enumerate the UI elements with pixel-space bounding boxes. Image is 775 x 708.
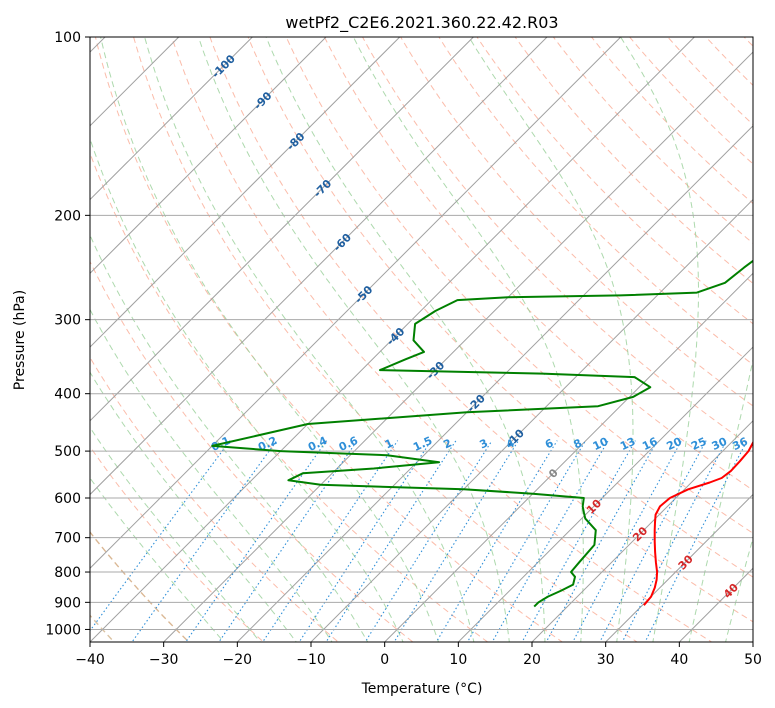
y-tick-label: 100 [54, 30, 81, 46]
dry-adiabat-line [323, 37, 753, 491]
y-tick-label: 900 [54, 595, 81, 611]
isotherm-line [457, 346, 753, 642]
dry-adiabat-line [90, 530, 190, 642]
moist-adiabats [90, 37, 753, 642]
mixing-ratio-label: 25 [689, 435, 708, 453]
moist-adiabat-line [620, 37, 699, 642]
moist-adiabat-line [197, 37, 510, 642]
y-tick-label: 1000 [45, 622, 81, 638]
x-axis-ticks: −40 −30 −20 −10 0 10 20 30 40 50 [75, 642, 762, 668]
mixing-ratio-labels: 0.1 0.2 0.4 0.6 1 1.5 2 3 4 6 8 10 13 16 20 25 30 36 [209, 434, 750, 454]
dry-adiabat-line [133, 37, 638, 642]
mixing-ratio-label: 16 [640, 435, 660, 453]
y-tick-label: 400 [54, 387, 81, 403]
mixing-ratio-line [185, 440, 327, 642]
dry-adiabat-line [590, 37, 753, 205]
mixing-ratio-line [521, 440, 636, 642]
mixing-ratio-line [572, 440, 682, 642]
dry-adiabat-line [400, 37, 753, 407]
mixing-ratio-line [218, 440, 358, 642]
mixing-ratio-line [599, 440, 707, 642]
moist-adiabat-line [90, 371, 297, 642]
moist-adiabat-line [90, 426, 261, 642]
plot-frame [89, 36, 754, 643]
isotherm-line [90, 37, 695, 642]
dewpoint-profile-line [211, 259, 753, 608]
y-tick-label: 600 [54, 491, 81, 507]
mixing-ratio-line [393, 440, 519, 642]
mixing-ratio-line [466, 440, 587, 642]
moist-adiabat-line [90, 477, 225, 642]
x-tick-label: 20 [523, 652, 541, 668]
moist-adiabat-line [90, 233, 369, 642]
dry-adiabat-line [285, 37, 753, 534]
isotherm-line [531, 420, 753, 642]
dry-adiabats [90, 37, 753, 642]
mixing-ratio-label: 36 [730, 435, 750, 453]
mixing-ratio-line [298, 440, 432, 642]
x-tick-label: 40 [670, 652, 688, 668]
isotherm-line [236, 125, 753, 642]
isotherm-line [90, 37, 327, 275]
y-tick-label: 500 [54, 444, 81, 460]
x-tick-label: −30 [149, 652, 179, 668]
dry-adiabat-line [90, 356, 339, 642]
x-tick-label: −20 [223, 652, 253, 668]
isotherm-line [163, 51, 753, 642]
x-tick-label: −10 [296, 652, 326, 668]
mixing-ratio-label: 10 [591, 435, 611, 453]
dry-adiabat-line [90, 260, 414, 642]
isotherms [90, 37, 753, 642]
x-tick-label: −40 [75, 652, 105, 668]
y-tick-label: 700 [54, 531, 81, 547]
moist-adiabat-line [144, 37, 475, 642]
mixing-ratio-line [491, 440, 609, 642]
dry-adiabat-line [247, 37, 753, 578]
dry-adiabat-line [514, 37, 753, 284]
y-tick-label: 800 [54, 565, 81, 581]
isotherm-line [90, 37, 253, 201]
y-axis-label: Pressure (hPa) [12, 290, 28, 390]
mixing-ratio-line [545, 440, 658, 642]
chart-title: wetPf2_C2E6.2021.360.22.42.R03 [285, 13, 558, 33]
mixing-ratio-label: 13 [618, 435, 637, 453]
plot-area: -100-90-80-70-60-50-40-30-20-10010203040… [90, 37, 753, 642]
moist-adiabat-line [352, 37, 584, 642]
dry-adiabat-line [171, 37, 713, 642]
isotherm-line [90, 37, 474, 422]
moist-adiabat-line [265, 37, 546, 642]
y-tick-label: 200 [54, 208, 81, 224]
x-tick-label: 0 [380, 652, 389, 668]
y-axis-ticks: 100 200 300 400 500 600 700 800 900 1000 [45, 30, 90, 638]
moist-adiabat-line [688, 357, 753, 642]
dry-adiabat-line [94, 37, 564, 642]
temperature-profile-line [643, 440, 753, 606]
moist-adiabat-line [468, 37, 634, 642]
isotherm-line [90, 37, 548, 496]
isotherm-line [90, 37, 401, 348]
x-tick-label: 50 [744, 652, 762, 668]
isotherm-line [310, 198, 753, 642]
isotherm-line [90, 37, 622, 569]
moist-adiabat-line [725, 536, 753, 642]
mixing-ratio-line [435, 440, 558, 642]
x-tick-label: 10 [449, 652, 467, 668]
mixing-ratio-line [90, 440, 231, 632]
moist-adiabat-line [90, 308, 333, 642]
x-axis-label: Temperature (°C) [361, 681, 483, 697]
isotherm-line [605, 493, 753, 642]
dry-adiabat-line [552, 37, 753, 244]
x-tick-label: 30 [597, 652, 615, 668]
moist-adiabat-line [100, 37, 440, 642]
mixing-ratio-lines [90, 440, 748, 642]
mixing-ratio-label: 30 [710, 435, 730, 453]
y-tick-label: 300 [54, 313, 81, 329]
pressure-gridlines [90, 37, 753, 630]
dry-adiabat-line [209, 37, 753, 623]
mixing-ratio-label: 20 [664, 435, 684, 453]
isotherm-line [384, 272, 753, 642]
profile-series [211, 259, 753, 608]
